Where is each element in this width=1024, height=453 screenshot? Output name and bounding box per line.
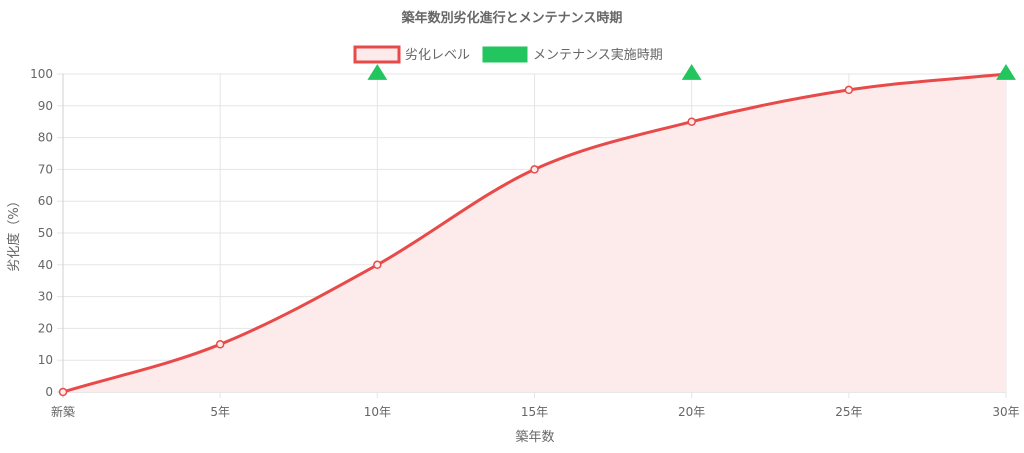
y-tick-label: 30 — [38, 290, 53, 304]
degradation-point[interactable] — [215, 340, 225, 349]
y-tick-label: 20 — [38, 321, 53, 335]
series-markers — [58, 64, 1016, 397]
y-tick-label: 60 — [38, 194, 53, 208]
degradation-area-fill — [63, 74, 1006, 392]
legend-label-maintenance[interactable]: メンテナンス実施時期 — [533, 47, 663, 63]
legend-swatch-maintenance[interactable] — [482, 46, 528, 63]
y-tick-label: 70 — [38, 162, 53, 176]
x-axis-title: 築年数 — [515, 430, 554, 445]
y-axis-title: 劣化度（%） — [6, 194, 22, 271]
degradation-point[interactable] — [687, 117, 696, 126]
legend-label-degradation[interactable]: 劣化レベル — [405, 48, 470, 63]
maintenance-marker[interactable] — [996, 64, 1016, 80]
y-tick-label: 100 — [30, 67, 53, 81]
degradation-point[interactable] — [530, 165, 539, 174]
x-tick-label: 新築 — [51, 404, 75, 419]
x-tick-label: 5年 — [210, 405, 230, 419]
y-tick-label: 90 — [38, 99, 53, 113]
degradation-point[interactable] — [844, 85, 854, 95]
legend: 劣化レベル メンテナンス実施時期 — [353, 45, 663, 64]
maintenance-marker[interactable] — [681, 64, 702, 80]
y-tick-label: 50 — [38, 226, 53, 240]
degradation-point[interactable] — [373, 260, 382, 270]
legend-swatch-degradation[interactable] — [353, 45, 401, 64]
x-tick-label: 15年 — [521, 405, 548, 419]
maintenance-marker[interactable] — [367, 64, 388, 80]
y-tick-label: 0 — [45, 385, 53, 399]
y-tick-label: 40 — [38, 258, 53, 272]
x-tick-label: 10年 — [364, 405, 391, 419]
x-tick-label: 25年 — [835, 405, 862, 419]
degradation-point[interactable] — [58, 387, 68, 397]
x-tick-label: 30年 — [992, 405, 1019, 419]
y-axis-ticks: 0 10 20 30 40 50 60 70 80 90 100 — [30, 67, 53, 399]
x-axis-ticks: 新築 5年 10年 15年 20年 25年 30年 — [51, 404, 1020, 419]
chart-title: 築年数別劣化進行とメンテナンス時期 — [401, 10, 623, 26]
y-tick-label: 80 — [38, 131, 53, 145]
y-tick-label: 10 — [38, 353, 53, 367]
x-tick-label: 20年 — [678, 405, 705, 419]
